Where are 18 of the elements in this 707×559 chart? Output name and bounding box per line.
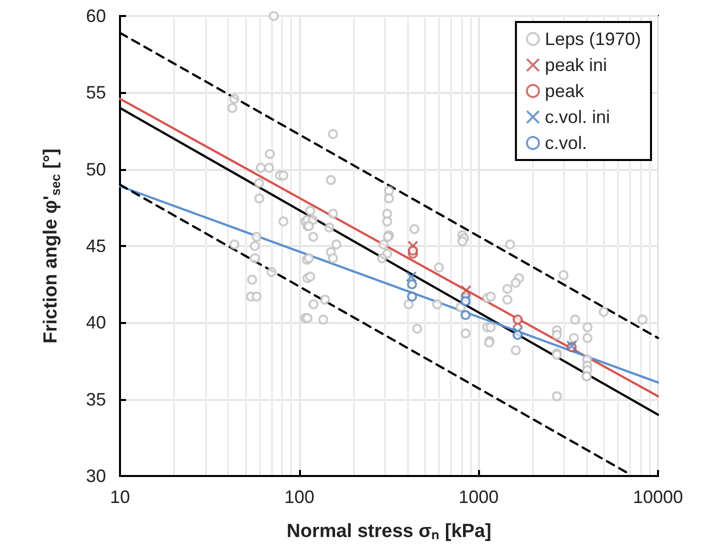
y-tick-label: 50 xyxy=(86,159,106,180)
legend-label: peak xyxy=(544,81,585,101)
y-tick-label: 60 xyxy=(86,6,106,26)
y-tick-label: 45 xyxy=(86,236,106,256)
x-tick-label: 1000 xyxy=(458,487,499,507)
legend-label: Leps (1970) xyxy=(544,29,642,49)
y-tick-label: 35 xyxy=(86,389,106,410)
legend-label: c.vol. ini xyxy=(544,107,610,127)
y-tick-label: 40 xyxy=(86,312,106,333)
y-tick-label: 30 xyxy=(86,466,106,486)
y-axis-title: Friction angle φ'sec [°] xyxy=(40,148,63,344)
x-tick-label: 100 xyxy=(284,487,314,507)
x-tick-label: 10000 xyxy=(632,487,684,507)
x-axis-title: Normal stress σₙ [kPa] xyxy=(286,521,492,542)
legend-label: c.vol. xyxy=(544,133,587,153)
y-tick-label: 55 xyxy=(86,82,106,103)
legend-label: peak ini xyxy=(544,55,607,75)
x-tick-label: 10 xyxy=(110,487,130,507)
